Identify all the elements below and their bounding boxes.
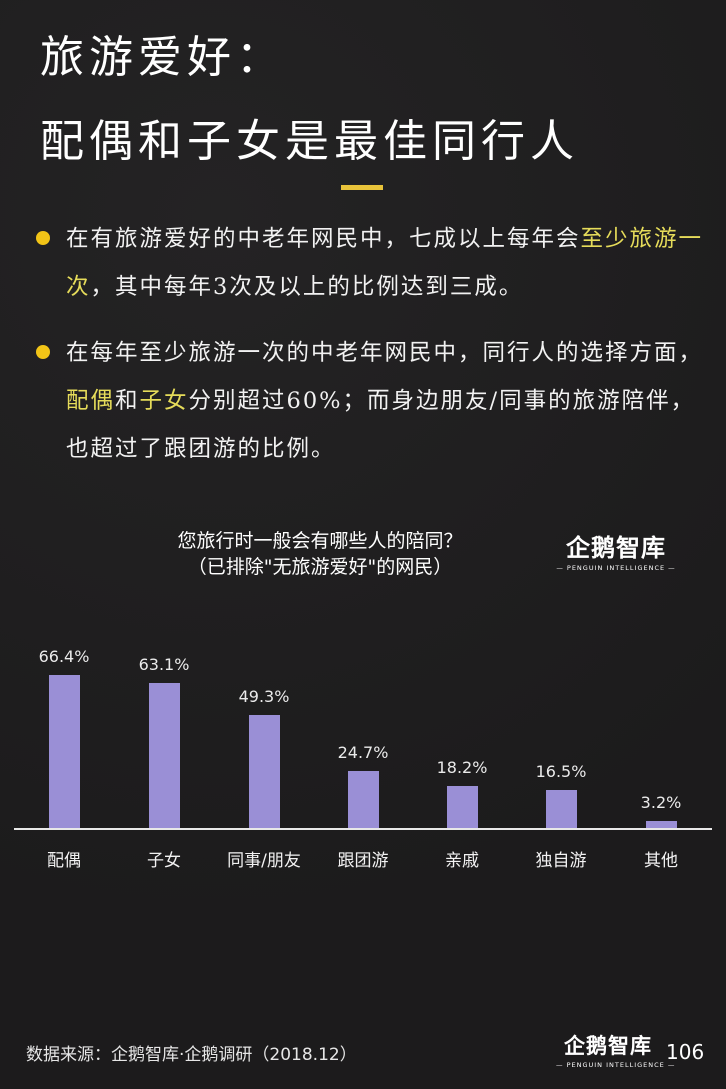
bar <box>646 821 677 828</box>
page-title-line2: 配偶和子女是最佳同行人 <box>40 116 579 167</box>
bullet-dot-icon <box>36 231 50 245</box>
category-label: 同事/朋友 <box>227 851 301 871</box>
bar <box>447 786 478 828</box>
bullet-text: 在有旅游爱好的中老年网民中，七成以上每年会 <box>66 226 581 252</box>
bar <box>546 790 577 828</box>
brand-logo: 企鹅智库 — PENGUIN INTELLIGENCE — <box>556 536 676 572</box>
bullet-text: 分别超过60%；而身边朋友/同事的旅游陪伴，也超过了跟团游的比例。 <box>66 388 696 462</box>
bar <box>249 715 280 828</box>
bullet-text: ，其中每年3次及以上的比例达到三成。 <box>90 274 524 300</box>
bar-value-label: 16.5% <box>535 762 587 781</box>
bar-value-label: 66.4% <box>38 647 90 666</box>
bar-value-label: 3.2% <box>640 793 682 812</box>
bullet-item: 在有旅游爱好的中老年网民中，七成以上每年会至少旅游一次，其中每年3次及以上的比例… <box>36 215 716 311</box>
x-axis-line <box>14 828 712 830</box>
category-label: 其他 <box>644 851 678 871</box>
logo-tagline: — PENGUIN INTELLIGENCE — <box>556 1061 676 1069</box>
logo-name: 企鹅智库 <box>564 1034 652 1058</box>
data-source: 数据来源：企鹅智库·企鹅调研（2018.12） <box>26 1045 357 1065</box>
footer-logo: 企鹅智库 — PENGUIN INTELLIGENCE — <box>556 1034 676 1070</box>
category-label: 跟团游 <box>337 851 389 871</box>
category-label: 亲戚 <box>445 851 479 871</box>
bar-value-label: 18.2% <box>436 758 488 777</box>
bullet-highlight: 至少旅游一次 <box>66 226 704 300</box>
bar <box>149 683 180 828</box>
category-label: 独自游 <box>535 851 587 871</box>
bullet-list: 在有旅游爱好的中老年网民中，七成以上每年会至少旅游一次，其中每年3次及以上的比例… <box>36 215 716 491</box>
title-accent-bar <box>341 185 383 190</box>
bar-value-label: 63.1% <box>138 655 190 674</box>
bar-value-label: 49.3% <box>238 687 290 706</box>
chart-title-main: 您旅行时一般会有哪些人的陪同？ <box>177 530 463 552</box>
bullet-text: 和 <box>115 388 140 414</box>
bar-chart: 66.4% 配偶 63.1% 子女 49.3% 同事/朋友 24.7% 跟团游 18.2% 亲戚 1… <box>0 630 726 880</box>
bar <box>49 675 80 828</box>
chart-subtitle: （已排除"无旅游爱好"的网民） <box>187 556 453 578</box>
bar <box>348 771 379 828</box>
bullet-item: 在每年至少旅游一次的中老年网民中，同行人的选择方面， 配偶和子女分别超过60%；而… <box>36 329 716 473</box>
bullet-highlight: 子女 <box>139 388 189 414</box>
logo-name: 企鹅智库 <box>566 534 666 562</box>
chart-title: 您旅行时一般会有哪些人的陪同？ （已排除"无旅游爱好"的网民） <box>120 528 520 580</box>
category-label: 子女 <box>147 851 181 871</box>
bullet-text: 在每年至少旅游一次的中老年网民中，同行人的选择方面， <box>66 340 704 366</box>
bullet-dot-icon <box>36 345 50 359</box>
page-title-line1: 旅游爱好： <box>40 32 285 83</box>
bullet-highlight: 配偶 <box>66 388 116 414</box>
bar-value-label: 24.7% <box>337 743 389 762</box>
category-label: 配偶 <box>47 851 81 871</box>
page-number: 106 <box>666 1040 705 1064</box>
logo-tagline: — PENGUIN INTELLIGENCE — <box>556 564 676 572</box>
